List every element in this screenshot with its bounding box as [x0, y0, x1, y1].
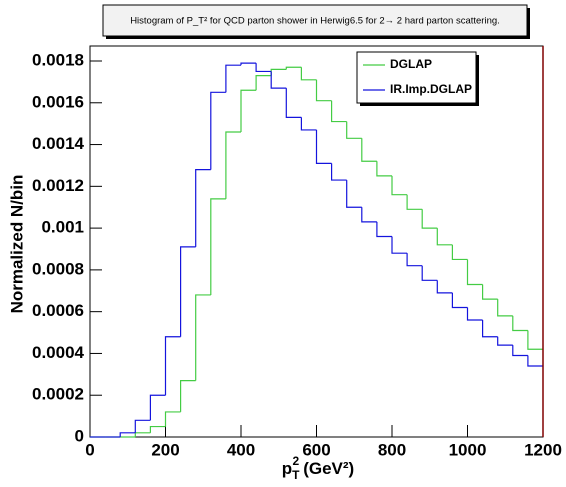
legend-label: IR.Imp.DGLAP: [390, 82, 472, 96]
histogram-step: [300, 117, 317, 131]
histogram-step: [466, 259, 483, 286]
histogram-step: [391, 175, 408, 196]
histogram-step: [512, 345, 528, 357]
histogram-step: [195, 294, 211, 381]
histogram-step: [195, 169, 211, 247]
histogram-step: [421, 209, 438, 229]
histogram-step: [225, 64, 241, 93]
y-tick-label: 0.0016: [32, 92, 84, 111]
y-tick-label: 0: [75, 426, 84, 445]
histogram-step: [225, 131, 241, 199]
histogram-step: [361, 138, 377, 162]
histogram-step: [240, 89, 257, 133]
histogram-step: [255, 75, 272, 91]
histogram-step: [391, 236, 408, 254]
histogram-step: [346, 121, 362, 139]
histogram-step: [421, 265, 438, 281]
histogram-step: [285, 88, 302, 118]
histogram-step: [497, 336, 513, 346]
histogram-step: [315, 79, 332, 102]
x-tick-label: 1000: [449, 440, 487, 459]
histogram-step: [451, 244, 468, 261]
histogram-step: [482, 284, 498, 300]
histogram-step: [331, 100, 347, 123]
x-tick-label: 800: [378, 440, 406, 459]
x-label-sub: T: [292, 468, 300, 482]
histogram-series: [90, 62, 543, 438]
x-tick-label: 400: [227, 440, 255, 459]
histogram-step: [376, 221, 392, 238]
histogram-step: [164, 336, 181, 396]
histogram-step: [149, 425, 166, 433]
histogram-step: [406, 253, 423, 267]
histogram-step: [270, 71, 287, 89]
histogram-step: [285, 66, 302, 70]
histogram-step: [527, 355, 543, 367]
histogram-step: [436, 280, 453, 294]
histogram-step: [300, 67, 317, 81]
y-tick-label: 0.0012: [32, 176, 84, 195]
histogram-step: [164, 411, 181, 427]
histogram-step: [149, 394, 166, 421]
y-tick-label: 0.0014: [32, 134, 85, 153]
histogram-step: [361, 207, 377, 223]
histogram-step: [134, 419, 151, 433]
histogram-step: [527, 330, 543, 350]
histogram-step: [451, 292, 468, 309]
histogram-step: [240, 62, 257, 66]
histogram-step: [436, 228, 453, 246]
histogram-step: [497, 299, 513, 317]
y-tick-label: 0.0004: [32, 343, 85, 362]
y-tick-label: 0.0008: [32, 259, 84, 278]
y-tick-label: 0.0018: [32, 50, 84, 69]
histogram-step: [331, 163, 347, 181]
y-tick-label: 0.001: [41, 218, 84, 237]
y-tick-label: 0.0006: [32, 301, 84, 320]
histogram-step: [180, 380, 196, 412]
title-box: [102, 4, 528, 37]
histogram-step: [255, 63, 272, 73]
x-axis-label: pT2 (GeV²): [282, 454, 354, 482]
x-label-unit: (GeV²): [303, 459, 354, 478]
x-tick-label: 0: [85, 440, 94, 459]
histogram-step: [466, 307, 483, 321]
histogram-step: [406, 194, 423, 210]
chart-title: Histogram of P_T² for QCD parton shower …: [130, 16, 500, 27]
histogram-step: [180, 246, 196, 337]
histogram-step: [482, 320, 498, 338]
histogram-step: [315, 129, 332, 164]
x-tick-label: 200: [151, 440, 179, 459]
histogram-step: [346, 180, 362, 208]
histogram-step: [512, 315, 528, 332]
x-tick-label: 600: [302, 440, 330, 459]
x-label-base: p: [282, 459, 292, 478]
histogram-step: [210, 91, 226, 170]
x-label-sup: 2: [293, 454, 300, 468]
y-tick-label: 0.0002: [32, 385, 84, 404]
legend-label: DGLAP: [390, 57, 432, 71]
histogram-step: [376, 161, 392, 177]
histogram-step: [119, 432, 136, 437]
legend-box: [356, 51, 477, 104]
x-tick-label: 1200: [524, 440, 562, 459]
y-axis-label: Normalized N/bin: [7, 175, 26, 314]
histogram-step: [210, 198, 226, 295]
